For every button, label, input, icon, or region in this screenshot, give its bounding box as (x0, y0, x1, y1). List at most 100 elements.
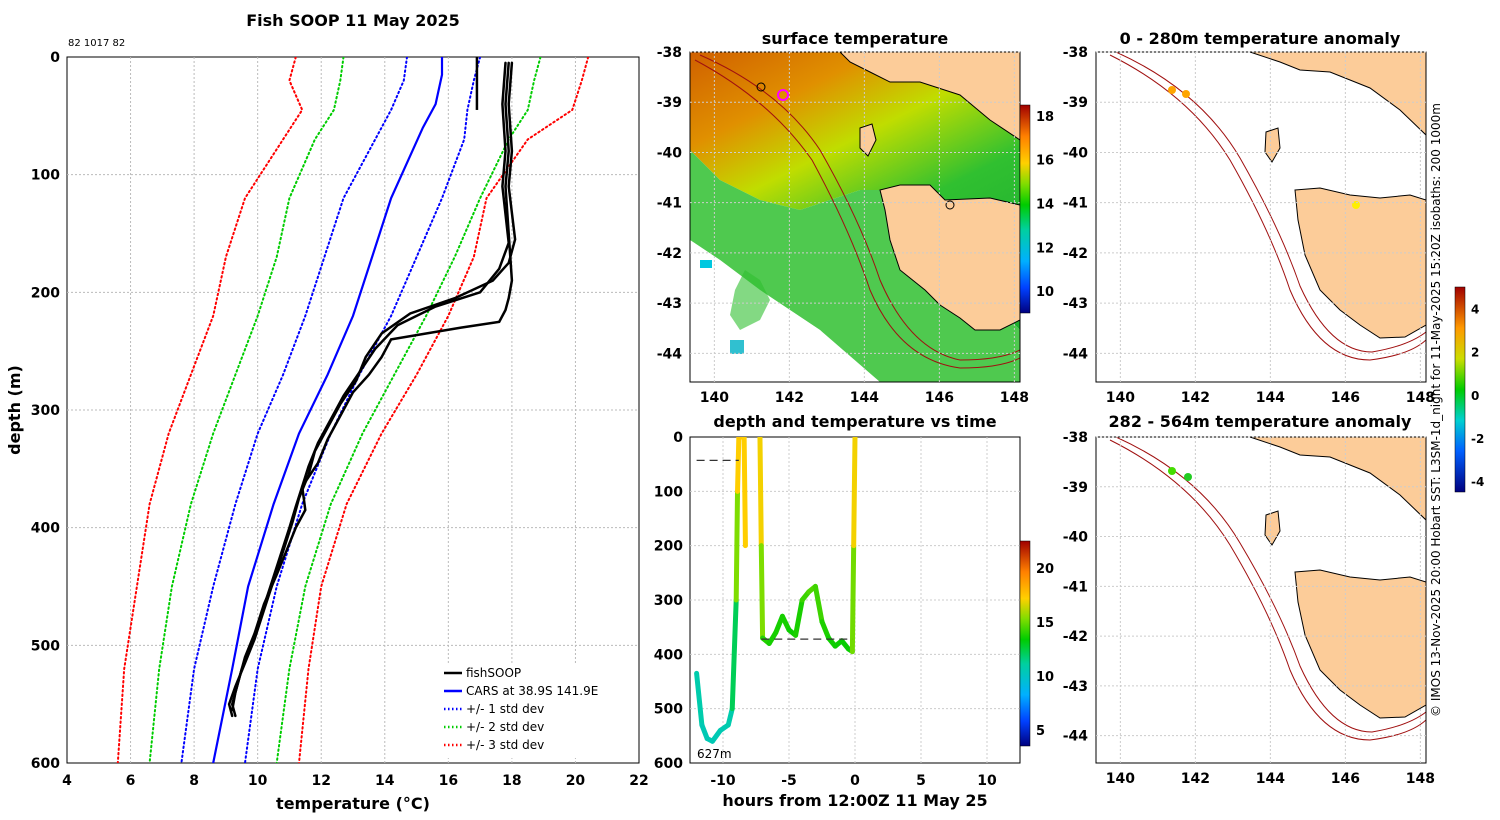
map-ytick: -38 (657, 45, 682, 61)
time-xtick: 5 (916, 773, 926, 789)
time-ytick: 300 (654, 593, 683, 609)
profile-title: Fish SOOP 11 May 2025 (246, 11, 460, 30)
map-ytick: -40 (657, 145, 683, 161)
map-ytick: -39 (1063, 95, 1088, 111)
profile-yticks: 0 100 200 300 400 500 600 (31, 50, 60, 772)
time-segment (779, 613, 792, 633)
time-colorbar-tick: 15 (1036, 616, 1054, 631)
time-ytick: 400 (654, 647, 683, 663)
sst-map-panel: surface temperature -38 -39 -40 -41 -42 -43 -4… (657, 29, 1054, 406)
map-ytick: -40 (1063, 530, 1089, 546)
anomaly-2-tasmania (1294, 569, 1426, 719)
map-ytick: -38 (1063, 45, 1088, 61)
map-ytick: -39 (1063, 480, 1088, 496)
time-xtick: -10 (710, 773, 736, 789)
profile-xtick: 22 (629, 773, 648, 789)
anomaly-1-king-island (1264, 127, 1281, 163)
anomaly-colorbar-tick: -2 (1471, 432, 1484, 446)
legend-label: +/- 1 std dev (466, 702, 544, 716)
map-ytick: -39 (657, 95, 682, 111)
map-ytick: -41 (1063, 196, 1088, 212)
anomaly-colorbar-tick: -4 (1471, 475, 1484, 489)
time-segment (793, 597, 805, 638)
time-ytick: 200 (654, 539, 683, 555)
anomaly-map-2-panel: 282 - 564m temperature anomaly -38 -39 -40… (1063, 412, 1435, 787)
sst-field-warm (690, 52, 1020, 330)
map-xtick: 142 (775, 390, 804, 406)
time-panel: depth and temperature vs time 0100200300… (654, 412, 1054, 810)
anomaly-1-point (1168, 86, 1176, 94)
map-xtick: 144 (1256, 771, 1285, 787)
anomaly-2-isobath-1000 (1115, 437, 1426, 733)
map-xtick: 140 (700, 390, 729, 406)
anomaly-1-point (1182, 90, 1190, 98)
time-xtick: -5 (781, 773, 797, 789)
legend-label: fishSOOP (466, 666, 521, 680)
time-panel-title: depth and temperature vs time (713, 412, 996, 431)
series--3-std-dev (116, 57, 304, 763)
map-xtick: 144 (850, 390, 879, 406)
map-ytick: -44 (1063, 346, 1089, 362)
time-ytick: 500 (654, 702, 683, 718)
map-ytick: -43 (1063, 296, 1088, 312)
profile-xtick: 14 (375, 773, 395, 789)
sst-colorbar-tick: 14 (1036, 198, 1054, 213)
map-ytick: -42 (1063, 629, 1088, 645)
time-ticks: 0 100 200 300 400 500 600 -10 -5 0 5 10 (654, 430, 997, 789)
time-segment (694, 670, 705, 728)
anomaly-colorbar-tick: 0 (1471, 389, 1479, 403)
profile-ytick: 300 (31, 403, 60, 419)
series--1-std-dev (244, 57, 482, 763)
anomaly-1-ticks: -38 -39 -40 -41 -42 -43 -44 140 142 144 146 148 (1063, 45, 1435, 406)
time-segment (758, 543, 766, 641)
map-ytick: -43 (657, 296, 682, 312)
profile-xtick: 16 (439, 773, 458, 789)
time-segment (741, 437, 748, 549)
sst-mainland (839, 52, 1020, 141)
map-xtick: 142 (1181, 390, 1210, 406)
profile-ylabel: depth (m) (5, 365, 24, 455)
map-xtick: 144 (1256, 390, 1285, 406)
time-ytick: 0 (673, 430, 683, 446)
time-max-depth-annotation: 627m (697, 747, 732, 761)
anomaly-1-isobath-200 (1109, 54, 1426, 361)
anomaly-2-point (1168, 467, 1176, 475)
anomaly-map-1-panel: 0 - 280m temperature anomaly -38 -39 -40 -4… (1063, 29, 1435, 406)
series--1-std-dev (180, 57, 408, 763)
profile-panel: Fish SOOP 11 May 2025 82 1017 82 4 6 8 10 12… (5, 11, 649, 813)
anomaly-1-isobath-1000 (1115, 52, 1426, 353)
anomaly-map-2-title: 282 - 564m temperature anomaly (1109, 412, 1412, 431)
series-cars-at-38-9s-141-9e (212, 57, 444, 763)
anomaly-colorbar (1454, 286, 1466, 493)
anomaly-2-isobath-200 (1109, 439, 1426, 741)
profile-xtick: 10 (248, 773, 268, 789)
sst-colorbar-ticks: 18 16 14 12 10 (1036, 110, 1054, 300)
anomaly-1-tasmania (1294, 187, 1426, 339)
map-ytick: -43 (1063, 679, 1088, 695)
sst-tasmania (879, 184, 1020, 331)
anomaly-colorbar-tick: 4 (1471, 303, 1479, 317)
anomaly-2-ticks: -38 -39 -40 -41 -42 -43 -44 140 142 144 146 148 (1063, 430, 1435, 787)
legend-box (438, 664, 626, 758)
anomaly-colorbar-tick: 2 (1471, 346, 1479, 360)
sst-position-marker (756, 82, 766, 92)
legend-label: +/- 3 std dev (466, 738, 544, 752)
time-segment (819, 619, 832, 641)
profile-ytick: 400 (31, 521, 60, 537)
profile-ytick: 100 (31, 168, 60, 184)
map-ytick: -38 (1063, 430, 1088, 446)
profile-xtick: 20 (566, 773, 586, 789)
profile-ytick: 600 (31, 756, 60, 772)
profile-id-label: 82 1017 82 (68, 38, 125, 49)
series--2-std-dev (275, 57, 542, 763)
map-ytick: -44 (1063, 729, 1089, 745)
map-xtick: 148 (1000, 390, 1029, 406)
map-ytick: -42 (657, 246, 682, 262)
sst-ticks: -38 -39 -40 -41 -42 -43 -44 140 142 144 146 148 (657, 45, 1029, 406)
profile-xtick: 4 (62, 773, 72, 789)
anomaly-colorbar-ticks: 4 2 0 -2 -4 (1471, 303, 1484, 490)
profile-xticks: 4 6 8 10 12 14 16 18 20 22 (62, 773, 649, 789)
series--2-std-dev (148, 57, 345, 763)
map-ytick: -40 (1063, 145, 1089, 161)
anomaly-map-1-title: 0 - 280m temperature anomaly (1120, 29, 1401, 48)
